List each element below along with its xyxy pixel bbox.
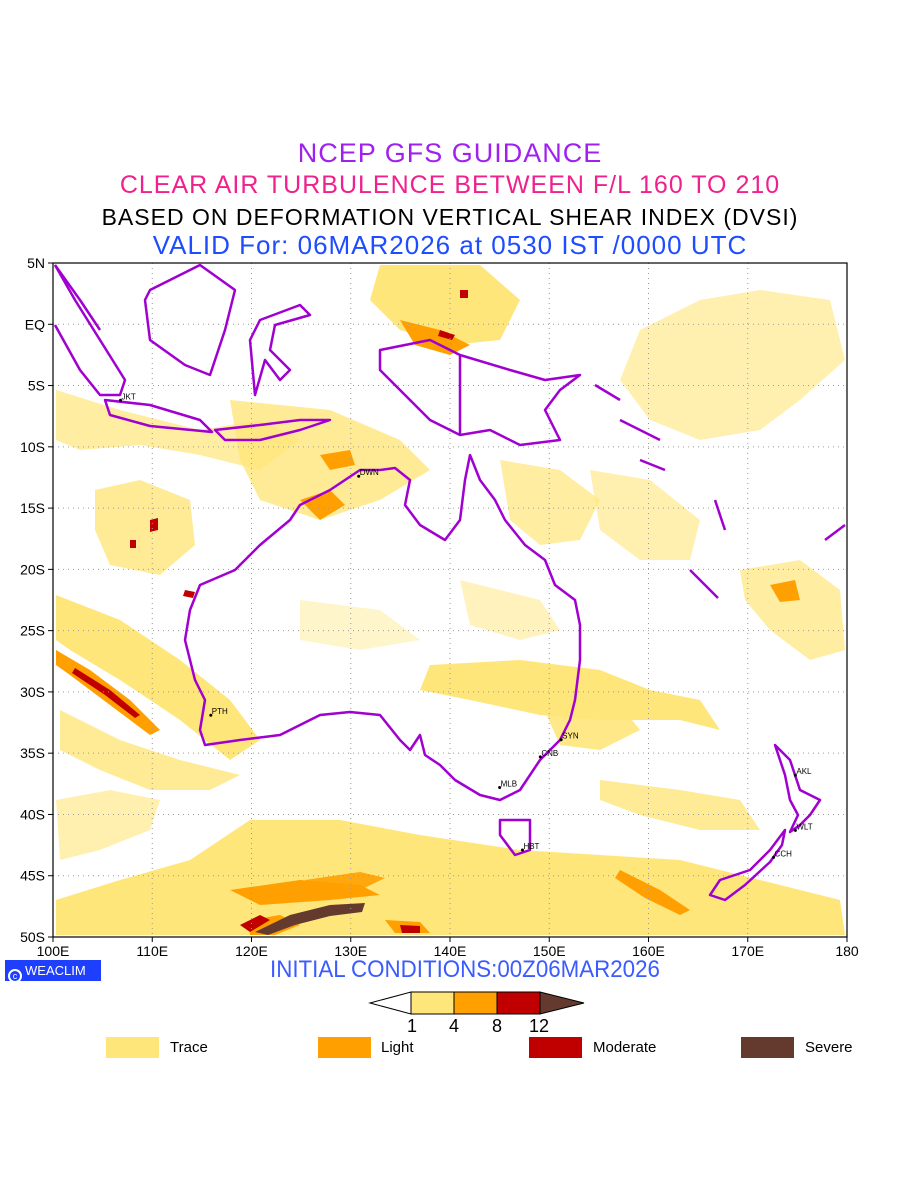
city-marker bbox=[357, 474, 361, 478]
lat-tick-label: 40S bbox=[20, 806, 45, 822]
coastline-borneo bbox=[143, 263, 237, 377]
city-label-cnb: CNB bbox=[541, 749, 558, 758]
coastline-australia bbox=[183, 453, 582, 802]
coastline-lesser-sunda bbox=[213, 418, 332, 442]
city-marker bbox=[772, 855, 776, 859]
city-label-dwn: DWN bbox=[360, 468, 379, 477]
city-labels: JKT DWN PTH SYN CNB MLB HBT AKL WLT CCH bbox=[118, 392, 813, 859]
coastline-sulawesi bbox=[248, 303, 312, 397]
city-label-mlb: MLB bbox=[501, 779, 517, 788]
lon-tick-label: 100E bbox=[37, 943, 70, 959]
coastline-nz-north bbox=[773, 743, 822, 834]
lon-tick-label: 180 bbox=[835, 943, 859, 959]
colorbar bbox=[368, 991, 585, 1015]
city-marker bbox=[498, 785, 502, 789]
colorbar-label: 1 bbox=[407, 1016, 418, 1036]
city-marker bbox=[793, 773, 797, 777]
city-marker bbox=[209, 713, 213, 717]
copyright-icon: c bbox=[8, 969, 22, 983]
coastline-new-guinea bbox=[378, 338, 582, 447]
title-product: CLEAR AIR TURBULENCE BETWEEN F/L 160 TO … bbox=[119, 171, 781, 199]
colorbar-label: 4 bbox=[449, 1016, 460, 1036]
coastline-sumatra bbox=[53, 264, 127, 397]
legend-label-light: Light bbox=[381, 1039, 414, 1056]
coastline-vanuatu bbox=[713, 499, 727, 531]
coastlines bbox=[53, 263, 846, 902]
colorbar-trace bbox=[410, 991, 455, 1015]
lat-tick-label: 35S bbox=[20, 745, 45, 761]
colorbar-label: 12 bbox=[529, 1016, 550, 1036]
turbulence-field bbox=[56, 265, 845, 935]
city-marker bbox=[520, 848, 524, 852]
lon-tick-label: 130E bbox=[334, 943, 367, 959]
legend-label-trace: Trace bbox=[170, 1039, 208, 1056]
lon-tick-label: 160E bbox=[632, 943, 665, 959]
coastline-malay bbox=[53, 264, 102, 331]
colorbar-light bbox=[453, 991, 498, 1015]
lat-tick-label: 30S bbox=[20, 684, 45, 700]
legend-swatch-severe bbox=[741, 1037, 794, 1058]
lon-tick-label: 150E bbox=[533, 943, 566, 959]
city-label-pth: PTH bbox=[212, 707, 228, 716]
lon-tick-label: 110E bbox=[136, 943, 168, 959]
lat-tick-label: 25S bbox=[20, 623, 45, 639]
lat-tick-label: 5N bbox=[27, 255, 45, 271]
coastline-new-caledonia bbox=[689, 569, 719, 599]
legend-label-severe: Severe bbox=[805, 1039, 853, 1056]
lat-tick-label: 10S bbox=[20, 439, 45, 455]
city-marker bbox=[538, 755, 542, 759]
city-marker bbox=[559, 738, 563, 742]
initial-conditions: INITIAL CONDITIONS:00Z06MAR2026 bbox=[270, 956, 660, 983]
city-label-syn: SYN bbox=[562, 732, 579, 741]
colorbar-label: 8 bbox=[492, 1016, 503, 1036]
axes: 100E 110E 120E 130E 140E 150E 160E 170E 180 5N EQ 5… bbox=[20, 255, 859, 959]
lat-tick-label: 50S bbox=[20, 929, 45, 945]
lat-tick-label: 15S bbox=[20, 500, 45, 516]
city-label-akl: AKL bbox=[796, 767, 812, 776]
title-valid-time: VALID For: 06MAR2026 at 0530 IST /0000 U… bbox=[152, 230, 748, 260]
colorbar-moderate bbox=[496, 991, 541, 1015]
lat-tick-label: 20S bbox=[20, 561, 45, 577]
coastline-tasmania bbox=[498, 818, 532, 857]
colorbar-severe-arrow bbox=[539, 991, 585, 1015]
city-marker bbox=[793, 828, 797, 832]
lat-tick-label: EQ bbox=[25, 316, 45, 332]
title-model: NCEP GFS GUIDANCE bbox=[297, 138, 603, 168]
city-label-wlt: WLT bbox=[796, 822, 812, 831]
logo-text: WEACLIM bbox=[25, 963, 86, 978]
legend-swatch-trace bbox=[106, 1037, 159, 1058]
title-method: BASED ON DEFORMATION VERTICAL SHEAR INDE… bbox=[101, 204, 799, 230]
city-label-jkt: JKT bbox=[121, 392, 135, 401]
lat-tick-label: 45S bbox=[20, 868, 45, 884]
city-marker bbox=[118, 398, 122, 402]
coastline-fiji bbox=[824, 524, 846, 541]
city-label-cch: CCH bbox=[775, 849, 793, 858]
legend-swatch-light bbox=[318, 1037, 371, 1058]
coastline-solomons bbox=[594, 383, 666, 472]
coastline-java bbox=[103, 398, 214, 434]
lat-tick-label: 5S bbox=[28, 378, 45, 394]
city-label-hbt: HBT bbox=[523, 842, 539, 851]
lon-tick-label: 120E bbox=[235, 943, 268, 959]
legend-swatch-moderate bbox=[529, 1037, 582, 1058]
weaclim-logo: c WEACLIM bbox=[5, 960, 101, 983]
coastline-nz-south bbox=[708, 828, 787, 902]
colorbar-below-arrow bbox=[368, 991, 412, 1015]
lon-tick-label: 140E bbox=[434, 943, 467, 959]
lon-tick-label: 170E bbox=[731, 943, 764, 959]
legend-label-moderate: Moderate bbox=[593, 1039, 657, 1056]
